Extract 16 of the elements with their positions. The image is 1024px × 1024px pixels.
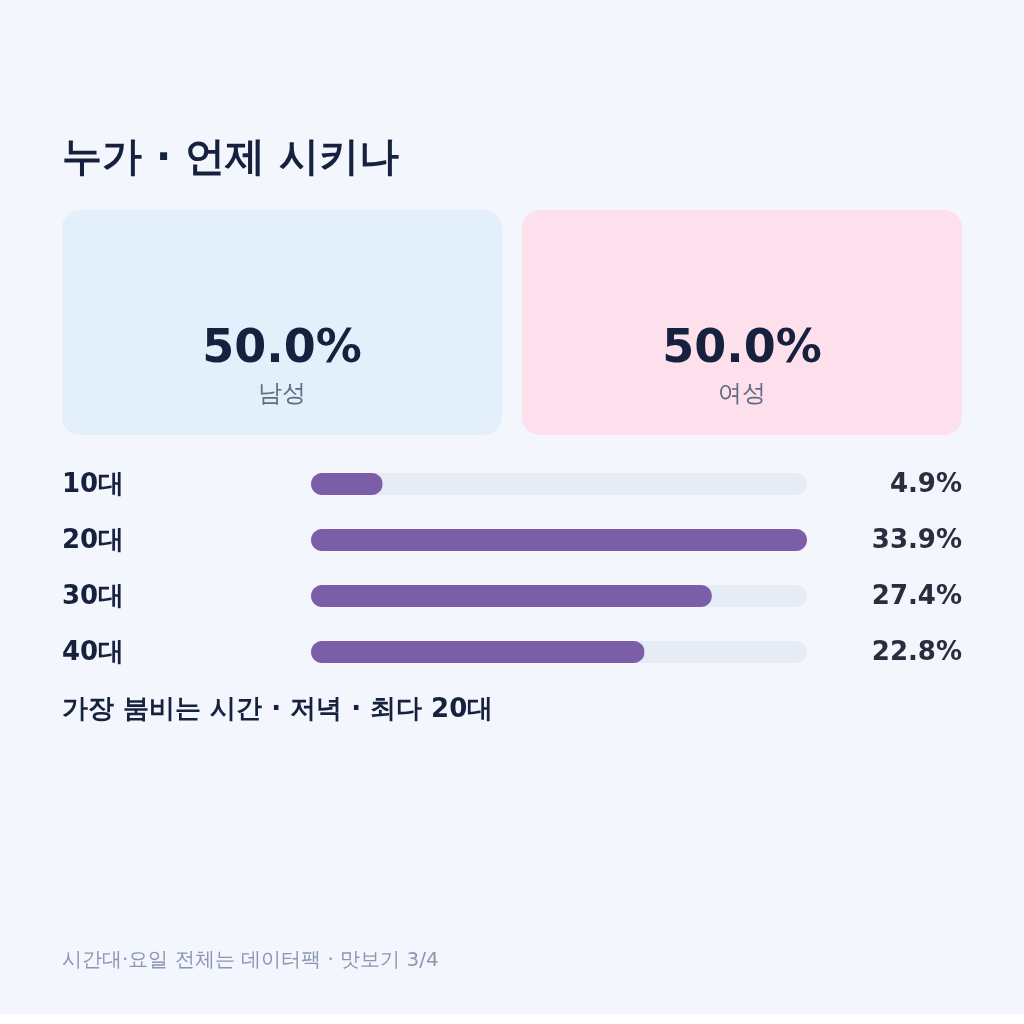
data-label: 27.4% <box>871 580 962 610</box>
y-tick-label: 20대 <box>62 524 125 554</box>
data-label: 33.9% <box>871 524 962 554</box>
category-label: 남성 <box>258 379 306 407</box>
y-tick-label: 40대 <box>62 636 125 666</box>
data-label: 50.0% <box>202 319 362 373</box>
data-label: 22.8% <box>871 636 962 666</box>
annotation: 가장 붐비는 시간 · 저녁 · 최다 20대 <box>62 693 494 723</box>
y-tick-label: 30대 <box>62 580 125 610</box>
data-label: 50.0% <box>662 319 822 373</box>
text: 누가 · 언제 시키나 <box>62 133 399 179</box>
y-tick-label: 10대 <box>62 468 125 498</box>
text: 시간대·요일 전체는 데이터팩 · 맛보기 3/4 <box>62 947 439 971</box>
data-label: 4.9% <box>889 468 962 498</box>
bar <box>311 473 383 495</box>
category-label: 여성 <box>718 379 766 407</box>
